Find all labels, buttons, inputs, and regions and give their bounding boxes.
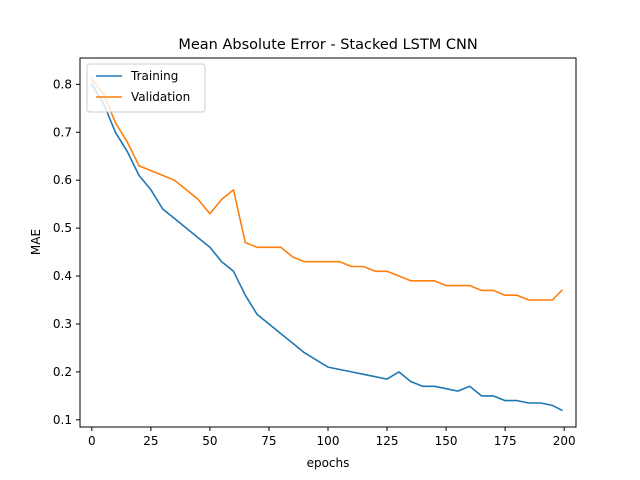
legend: Training Validation (86, 63, 206, 113)
series-line-training (90, 83, 563, 412)
legend-label-validation: Validation (131, 90, 190, 104)
x-tick-label: 50 (202, 434, 217, 448)
y-tick-label: 0.4 (53, 269, 72, 283)
y-axis-title: MAE (29, 229, 43, 255)
legend-label-training: Training (130, 69, 178, 83)
plot-area (79, 57, 577, 428)
x-tick-label: 150 (435, 434, 458, 448)
legend-entries: Training Validation (96, 69, 190, 104)
y-tick-label: 0.6 (53, 173, 72, 187)
y-tick-label: 0.8 (53, 77, 72, 91)
x-tick-label: 25 (143, 434, 158, 448)
y-tick-label: 0.3 (53, 317, 72, 331)
series-line-validation (90, 78, 563, 301)
x-tick-label: 100 (317, 434, 340, 448)
y-tick-label: 0.5 (53, 221, 72, 235)
series-layer (90, 78, 563, 412)
x-tick-label: 75 (261, 434, 276, 448)
x-tick-label: 125 (376, 434, 399, 448)
x-tick-label: 200 (553, 434, 576, 448)
y-axis: 0.1 0.2 0.3 0.4 0.5 0.6 0.7 0.8 (53, 77, 80, 427)
y-tick-label: 0.1 (53, 413, 72, 427)
x-axis: 0 25 50 75 100 125 150 175 200 (88, 427, 576, 448)
x-tick-label: 0 (88, 434, 96, 448)
x-axis-title: epochs (307, 456, 350, 470)
y-tick-label: 0.2 (53, 365, 72, 379)
chart-title: Mean Absolute Error - Stacked LSTM CNN (178, 37, 477, 53)
y-tick-label: 0.7 (53, 125, 72, 139)
x-tick-label: 175 (494, 434, 517, 448)
plot-background (80, 58, 576, 427)
